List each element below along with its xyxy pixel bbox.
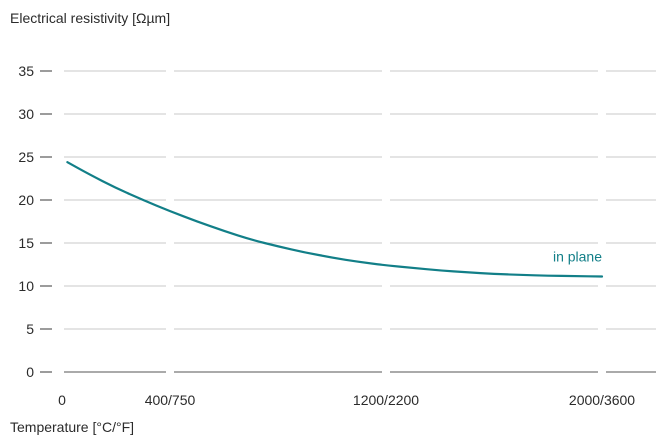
y-tick-label: 15 <box>18 235 34 251</box>
y-axis-title: Electrical resistivity [Ωµm] <box>10 10 170 26</box>
x-tick-label: 0 <box>58 392 66 408</box>
y-tick-label: 30 <box>18 106 34 122</box>
y-tick-label: 25 <box>18 149 34 165</box>
y-tick-labels: 0 5 10 15 20 25 30 35 <box>18 63 34 380</box>
gridlines <box>40 70 656 373</box>
x-tick-labels: 0 400/750 1200/2200 2000/3600 <box>58 392 635 408</box>
x-axis-title: Temperature [°C/°F] <box>10 419 134 435</box>
series-line-in-plane <box>66 161 604 278</box>
y-tick-label: 10 <box>18 278 34 294</box>
series-label-in-plane: in plane <box>553 249 602 265</box>
series-layer: in plane <box>66 161 604 278</box>
x-tick-label: 1200/2200 <box>353 392 419 408</box>
y-tick-label: 35 <box>18 63 34 79</box>
y-tick-label: 5 <box>26 321 34 337</box>
x-tick-label: 2000/3600 <box>569 392 635 408</box>
x-tick-label: 400/750 <box>145 392 196 408</box>
y-tick-label: 20 <box>18 192 34 208</box>
y-tick-label: 0 <box>26 364 34 380</box>
